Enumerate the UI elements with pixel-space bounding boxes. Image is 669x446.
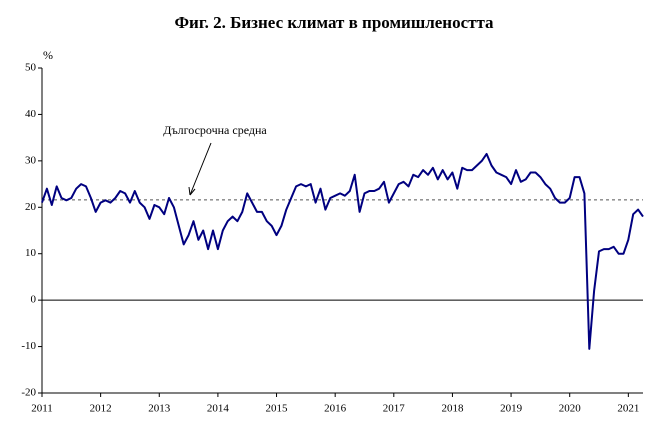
y-tick-label: 10 bbox=[25, 247, 37, 259]
x-tick-label: 2015 bbox=[266, 403, 289, 415]
arrow-head bbox=[188, 186, 196, 196]
y-tick-label: 0 bbox=[31, 294, 37, 306]
x-tick-label: 2012 bbox=[90, 403, 112, 415]
y-tick-label: 40 bbox=[25, 108, 37, 120]
chart-title: Фиг. 2. Бизнес климат в промишлеността bbox=[174, 13, 494, 32]
x-tick-label: 2019 bbox=[500, 403, 523, 415]
data-line bbox=[41, 152, 644, 350]
x-tick-label: 2016 bbox=[324, 403, 347, 415]
x-tick-label: 2021 bbox=[617, 403, 639, 415]
x-tick-label: 2014 bbox=[207, 403, 230, 415]
y-tick-label: -20 bbox=[21, 387, 36, 399]
x-tick-label: 2020 bbox=[559, 403, 582, 415]
y-tick-label: 50 bbox=[25, 62, 37, 74]
annotation: Дългосрочна средна bbox=[163, 123, 267, 137]
y-tick-label: 30 bbox=[25, 154, 37, 166]
x-tick-label: 2013 bbox=[148, 403, 171, 415]
x-tick-label: 2018 bbox=[441, 403, 464, 415]
annotation-arrow bbox=[189, 142, 212, 196]
x-tick-label: 2011 bbox=[31, 403, 53, 415]
y-axis-label: % bbox=[43, 48, 53, 62]
y-tick-label: -10 bbox=[21, 340, 36, 352]
y-tick-label: 20 bbox=[25, 201, 37, 213]
x-tick-label: 2017 bbox=[383, 403, 406, 415]
